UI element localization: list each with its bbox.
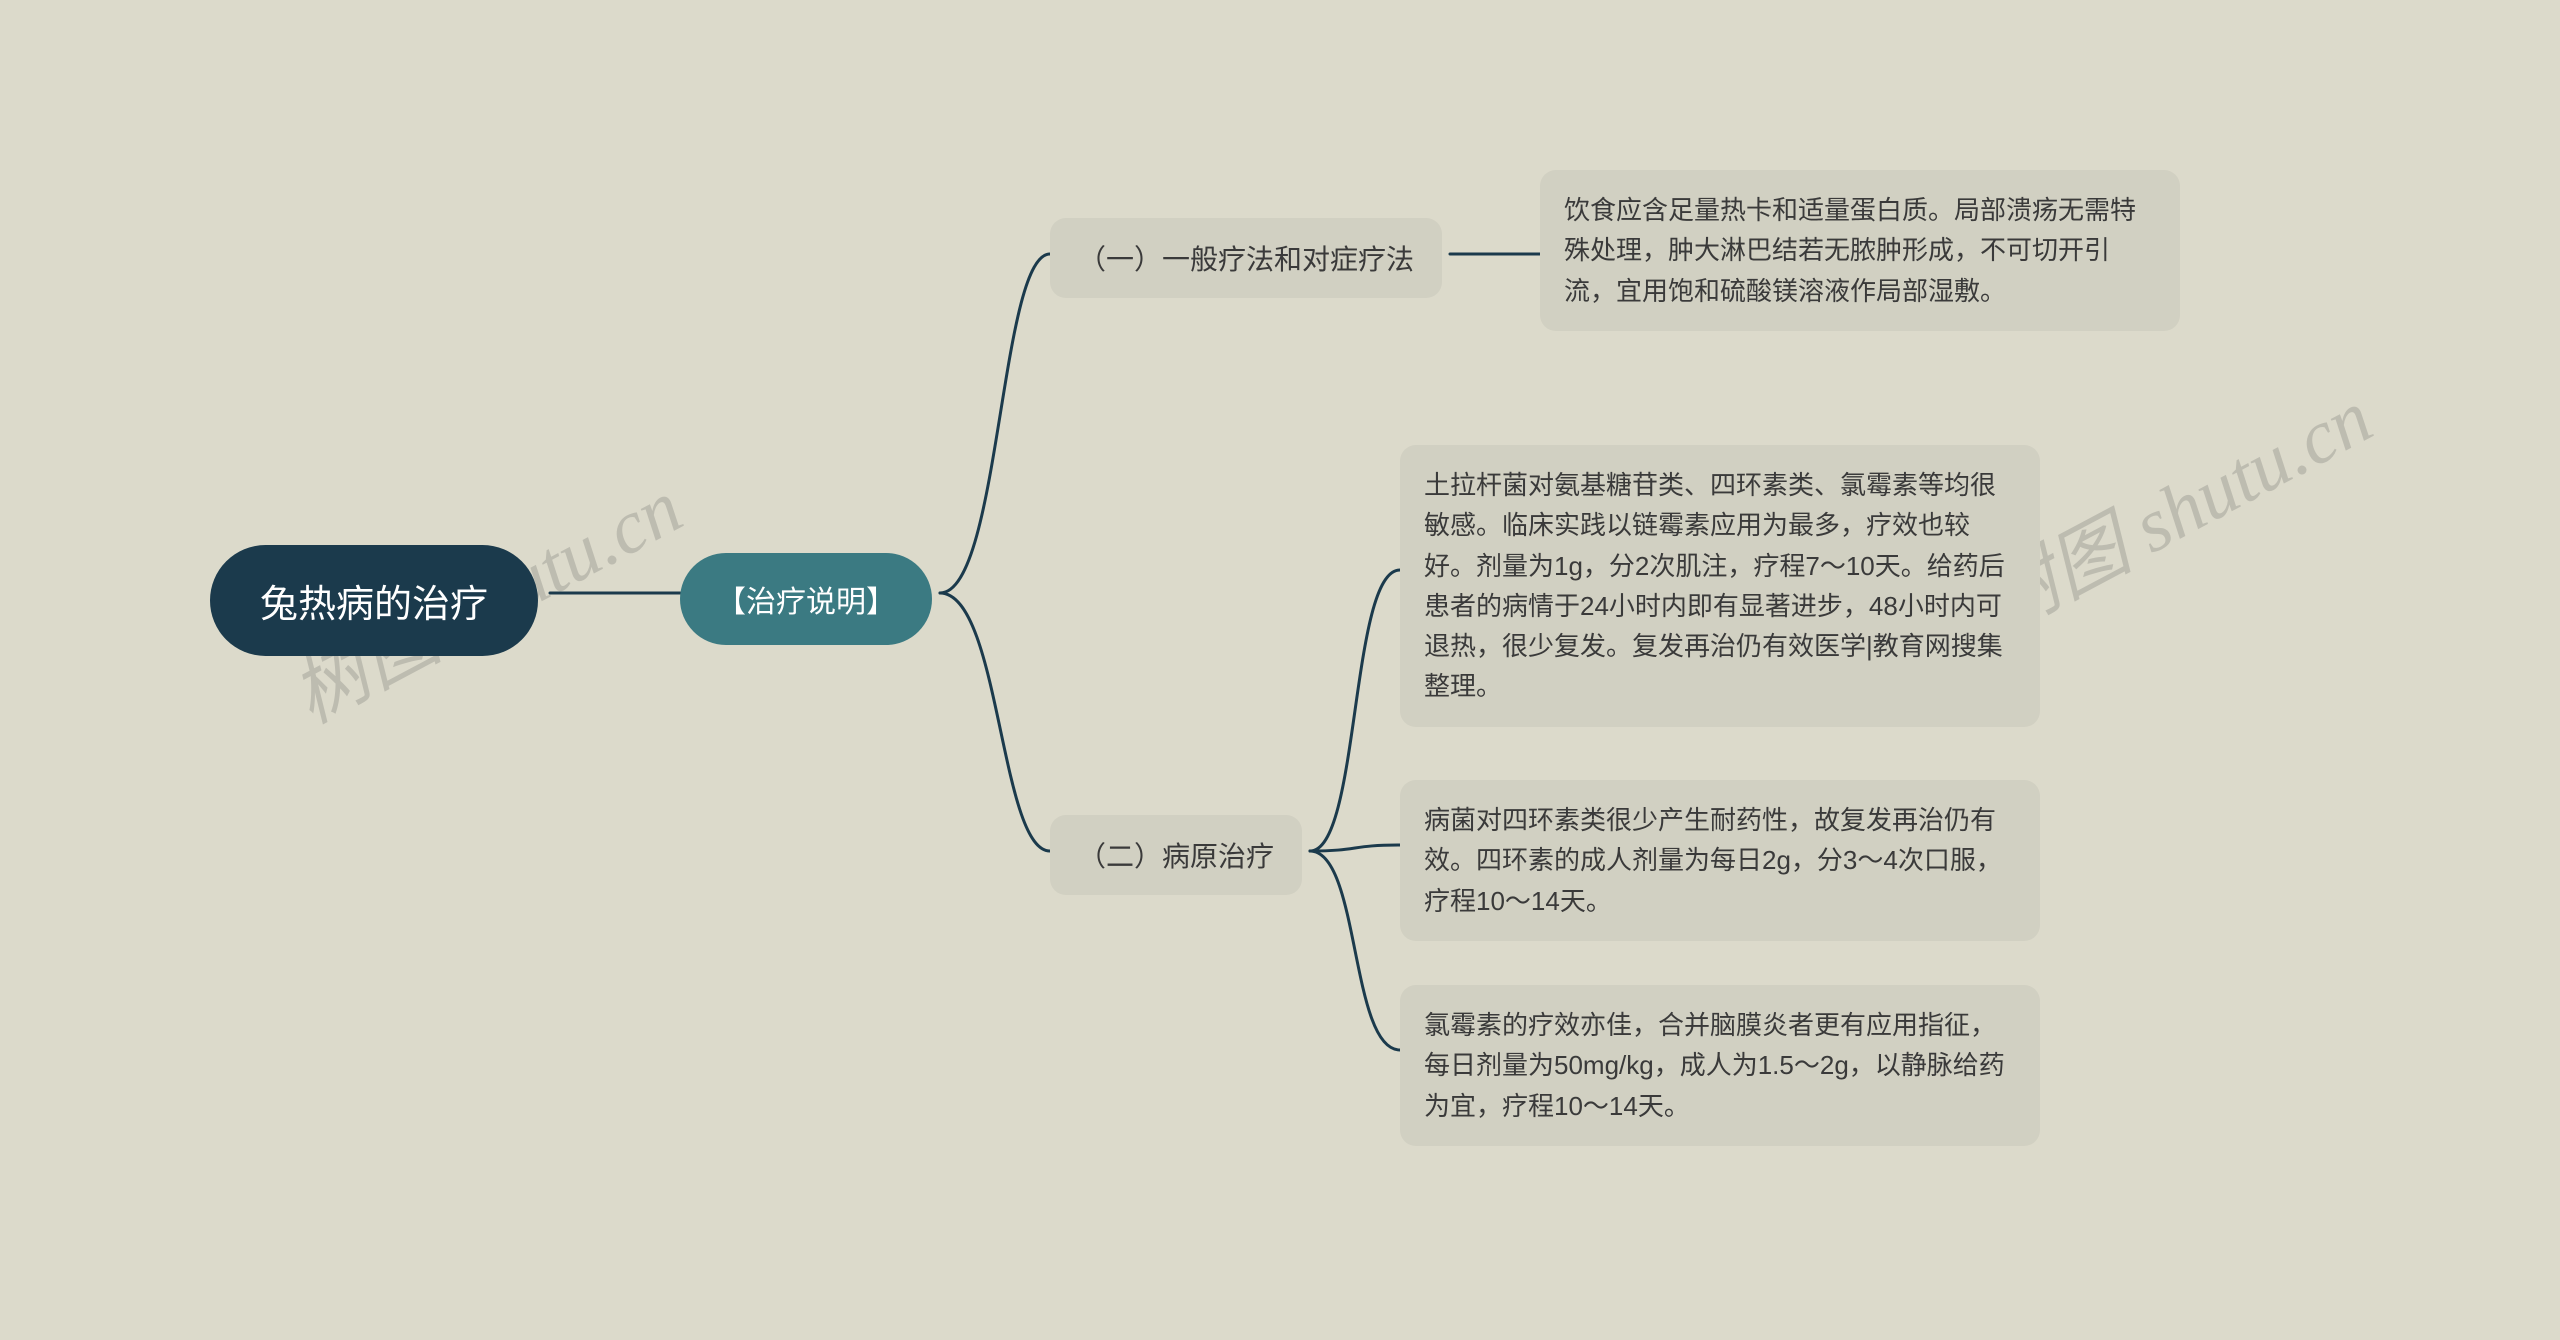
branch-label: （一）一般疗法和对症疗法 bbox=[1078, 238, 1414, 278]
connector-b2-leaf2 bbox=[1310, 570, 1400, 851]
connector-l1-b2 bbox=[940, 593, 1050, 851]
level1-label: 【治疗说明】 bbox=[716, 577, 896, 621]
root-label: 兔热病的治疗 bbox=[260, 573, 488, 628]
leaf-text: 饮食应含足量热卡和适量蛋白质。局部溃疡无需特殊处理，肿大淋巴结若无脓肿形成，不可… bbox=[1564, 195, 2136, 306]
branch-node-general[interactable]: （一）一般疗法和对症疗法 bbox=[1050, 218, 1442, 298]
leaf-text: 病菌对四环素类很少产生耐药性，故复发再治仍有效。四环素的成人剂量为每日2g，分3… bbox=[1424, 805, 2002, 916]
branch-node-etiological[interactable]: （二）病原治疗 bbox=[1050, 815, 1302, 895]
connector-b2-leaf4 bbox=[1310, 851, 1400, 1050]
leaf-node-streptomycin[interactable]: 土拉杆菌对氨基糖苷类、四环素类、氯霉素等均很敏感。临床实践以链霉素应用为最多，疗… bbox=[1400, 445, 2040, 727]
leaf-text: 氯霉素的疗效亦佳，合并脑膜炎者更有应用指征，每日剂量为50mg/kg，成人为1.… bbox=[1424, 1010, 2005, 1121]
leaf-node-chloramphenicol[interactable]: 氯霉素的疗效亦佳，合并脑膜炎者更有应用指征，每日剂量为50mg/kg，成人为1.… bbox=[1400, 985, 2040, 1146]
level1-node[interactable]: 【治疗说明】 bbox=[680, 553, 932, 645]
mindmap-canvas: 树图 shutu.cn 树图 shutu.cn 兔热病的治疗 【治疗说明】 （一… bbox=[0, 0, 2560, 1340]
leaf-node-diet[interactable]: 饮食应含足量热卡和适量蛋白质。局部溃疡无需特殊处理，肿大淋巴结若无脓肿形成，不可… bbox=[1540, 170, 2180, 331]
leaf-node-tetracycline[interactable]: 病菌对四环素类很少产生耐药性，故复发再治仍有效。四环素的成人剂量为每日2g，分3… bbox=[1400, 780, 2040, 941]
connector-b2-leaf3 bbox=[1310, 845, 1400, 851]
root-node[interactable]: 兔热病的治疗 bbox=[210, 545, 538, 656]
connector-l1-b1 bbox=[940, 254, 1050, 593]
branch-label: （二）病原治疗 bbox=[1078, 835, 1274, 875]
leaf-text: 土拉杆菌对氨基糖苷类、四环素类、氯霉素等均很敏感。临床实践以链霉素应用为最多，疗… bbox=[1424, 470, 2005, 701]
